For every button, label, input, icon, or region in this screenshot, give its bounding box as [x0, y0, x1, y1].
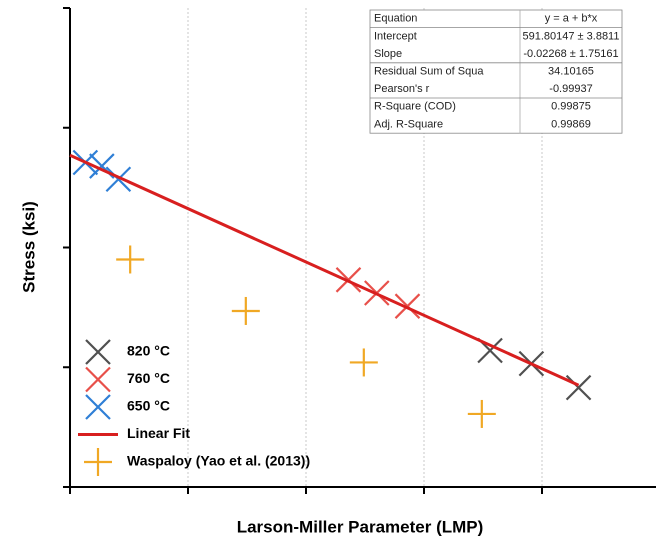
marker-stroke	[477, 337, 503, 364]
table-label: Equation	[374, 13, 417, 25]
table-value: -0.02268 ± 1.75161	[523, 48, 618, 60]
table-label: Slope	[374, 48, 402, 60]
x-marker	[85, 339, 111, 365]
table-value: 34.10165	[548, 66, 594, 78]
marker-stroke	[565, 374, 592, 401]
table-value: -0.99937	[549, 83, 592, 95]
plus-marker	[84, 448, 112, 476]
plus-marker	[231, 296, 260, 325]
x-marker	[85, 394, 111, 420]
fit-table	[369, 9, 623, 134]
table-value: 591.80147 ± 3.8811	[523, 30, 620, 42]
x-axis-title: Larson-Miller Parameter (LMP)	[237, 517, 484, 536]
table-value: 0.99869	[551, 118, 591, 130]
plus-marker	[467, 399, 496, 428]
plus-marker	[116, 245, 145, 274]
legend-label: Waspaloy (Yao et al. (2013))	[127, 453, 310, 469]
legend-label: 820 °C	[127, 343, 170, 359]
table-value: 0.99875	[551, 101, 591, 113]
marker-stroke	[85, 339, 111, 365]
x-marker	[85, 366, 111, 393]
plus-marker	[349, 348, 378, 377]
x-marker	[394, 293, 421, 319]
marker-stroke	[89, 153, 115, 179]
table-label: Adj. R-Square	[374, 118, 443, 130]
marker-stroke	[85, 394, 111, 420]
legend-label: 650 °C	[127, 398, 170, 414]
table-label: R-Square (COD)	[374, 101, 456, 113]
marker-stroke	[85, 366, 111, 393]
fit-line	[69, 153, 580, 387]
marker-stroke	[394, 293, 421, 319]
y-axis-title: Stress (ksi)	[19, 201, 38, 293]
table-value: y = a + b*x	[545, 13, 598, 25]
marker-stroke	[105, 166, 132, 193]
table-label: Residual Sum of Squa	[374, 66, 484, 78]
legend-label: Linear Fit	[127, 425, 190, 441]
x-marker	[565, 374, 592, 401]
table-label: Pearson's r	[374, 83, 430, 95]
x-marker	[105, 166, 132, 193]
legend-label: 760 °C	[127, 370, 170, 386]
table-label: Intercept	[374, 30, 417, 42]
